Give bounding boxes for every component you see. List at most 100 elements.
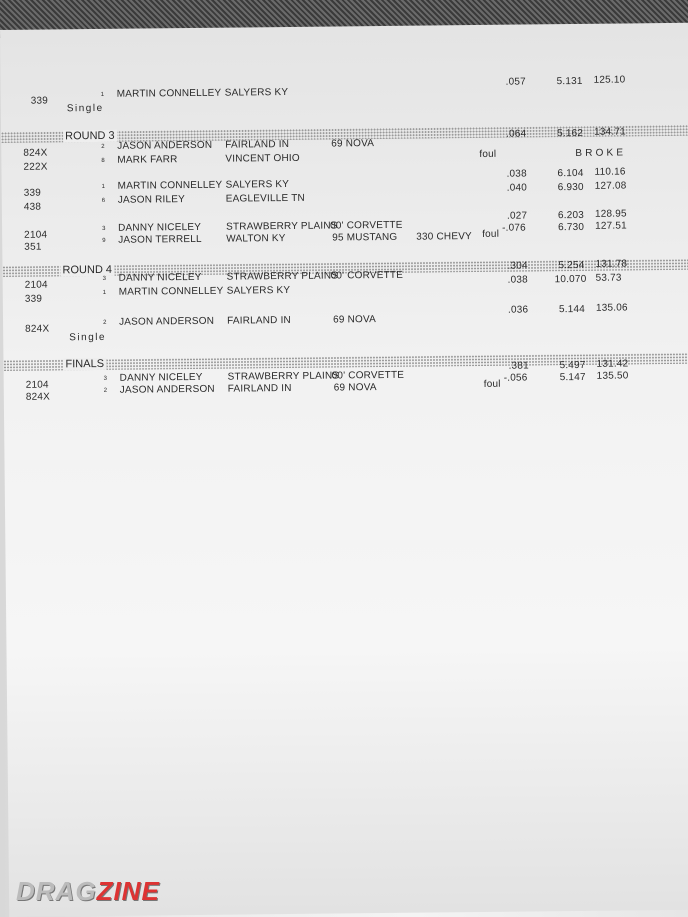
section-title: ROUND 3 (63, 129, 117, 143)
elapsed-time: 6.930 (557, 181, 584, 194)
car-number: 2104 (24, 229, 48, 241)
elapsed-time: 6.730 (558, 221, 585, 234)
elapsed-time: 5.147 (559, 371, 586, 384)
driver-city: VINCENT OHIO (225, 152, 300, 165)
car-number: 2104 (24, 279, 48, 291)
lane-number: 8 (101, 157, 105, 164)
speed-mph: 131.78 (595, 258, 628, 270)
lane-number: 1 (102, 289, 107, 296)
section-title: ROUND 4 (60, 263, 115, 277)
car-number: 2104 (25, 379, 49, 391)
speed-mph: 125.10 (593, 74, 626, 86)
driver-name: JASON ANDERSON (117, 139, 213, 152)
reaction-time: -.056 (503, 372, 528, 384)
speed-mph: 127.08 (594, 180, 627, 192)
car-number: 222X (23, 161, 48, 173)
car-number: 339 (24, 293, 43, 305)
reaction-time: .381 (508, 360, 529, 372)
results-sheet: 339 1 MARTIN CONNELLEY SALYERS KY .057 5.131 1… (0, 22, 688, 917)
driver-name: JASON ANDERSON (119, 315, 215, 328)
speed-mph: 131.42 (596, 358, 629, 370)
driver-city: STRAWBERRY PLAINS (226, 220, 338, 233)
elapsed-time: 5.254 (558, 259, 585, 272)
car-model: 00' CORVETTE (330, 219, 403, 232)
reaction-time: .064 (506, 128, 527, 140)
elapsed-time: 5.131 (556, 75, 583, 88)
reaction-time: .304 (507, 260, 528, 272)
foul-flag: foul (483, 378, 501, 390)
foul-flag: foul (479, 148, 497, 160)
elapsed-time: 5.162 (557, 127, 584, 140)
reaction-time: -.076 (502, 222, 526, 234)
driver-name: DANNY NICELEY (119, 371, 203, 384)
driver-city: SALYERS KY (226, 284, 291, 297)
driver-name: MARTIN CONNELLEY (117, 179, 223, 192)
elapsed-time: 10.070 (554, 273, 587, 286)
lane-number: 2 (103, 387, 108, 394)
driver-name: DANNY NICELEY (118, 221, 202, 234)
driver-city: SALYERS KY (224, 86, 289, 99)
speed-mph: 135.06 (595, 302, 628, 314)
driver-name: JASON TERRELL (118, 233, 202, 246)
reaction-time: .036 (507, 304, 529, 316)
car-model: 95 MUSTANG (332, 231, 398, 244)
driver-name: MARTIN CONNELLEY (116, 87, 222, 100)
driver-name: MARTIN CONNELLEY (118, 285, 224, 298)
speed-mph: 128.95 (594, 208, 627, 220)
driver-name: DANNY NICELEY (118, 271, 202, 284)
driver-city: FAIRLAND IN (227, 382, 292, 395)
car-number: 339 (30, 95, 49, 107)
driver-city: SALYERS KY (225, 178, 290, 191)
elapsed-time: 6.104 (557, 167, 584, 180)
lane-number: 3 (102, 225, 106, 232)
single-note: Single (69, 331, 107, 344)
car-number: 824X (23, 147, 48, 159)
elapsed-time: B R O K E (575, 147, 624, 159)
reaction-time: .038 (506, 168, 527, 180)
lane-number: 9 (102, 237, 106, 244)
driver-name: JASON ANDERSON (119, 383, 215, 396)
lane-number: 2 (101, 143, 105, 150)
car-number: 824X (25, 391, 51, 403)
driver-city: FAIRLAND IN (225, 138, 290, 151)
speed-mph: 53.73 (595, 272, 622, 284)
car-model: 00' CORVETTE (331, 369, 405, 382)
driver-name: MARK FARR (117, 154, 178, 166)
car-model: 69 NOVA (333, 382, 377, 394)
car-model: 69 NOVA (332, 314, 377, 326)
dragzine-logo: DRAGZINE (16, 876, 160, 906)
lane-number: 1 (101, 183, 106, 190)
lane-number: 6 (101, 197, 106, 204)
engine: 330 CHEVY (416, 231, 472, 243)
speed-mph: 135.50 (596, 370, 629, 382)
reaction-time: .038 (507, 274, 528, 286)
speed-mph: 134.71 (594, 126, 626, 138)
reaction-time: .040 (506, 182, 528, 194)
speed-mph: 110.16 (594, 166, 626, 178)
driver-city: EAGLEVILLE TN (225, 192, 305, 205)
driver-name: JASON RILEY (117, 194, 186, 206)
car-model: 69 NOVA (331, 138, 375, 150)
car-number: 351 (24, 241, 42, 253)
elapsed-time: 6.203 (557, 209, 585, 222)
driver-city: STRAWBERRY PLAINS (226, 270, 339, 283)
driver-city: STRAWBERRY PLAINS (227, 370, 340, 383)
single-note: Single (66, 102, 104, 115)
lane-number: 1 (100, 91, 105, 98)
lane-number: 3 (102, 275, 107, 282)
reaction-time: .027 (506, 210, 528, 222)
lane-number: 2 (103, 319, 107, 326)
driver-city: FAIRLAND IN (227, 314, 292, 327)
elapsed-time: 5.144 (558, 303, 586, 316)
lane-number: 3 (103, 375, 108, 382)
car-number: 339 (23, 187, 42, 199)
speed-mph: 127.51 (595, 220, 627, 232)
car-model: 00' CORVETTE (330, 269, 404, 282)
foul-flag: foul (482, 228, 500, 240)
section-title: FINALS (63, 357, 107, 371)
elapsed-time: 5.497 (559, 359, 586, 372)
driver-city: WALTON KY (226, 233, 286, 245)
car-number: 824X (25, 323, 50, 335)
reaction-time: .057 (505, 76, 526, 88)
car-number: 438 (23, 201, 42, 213)
